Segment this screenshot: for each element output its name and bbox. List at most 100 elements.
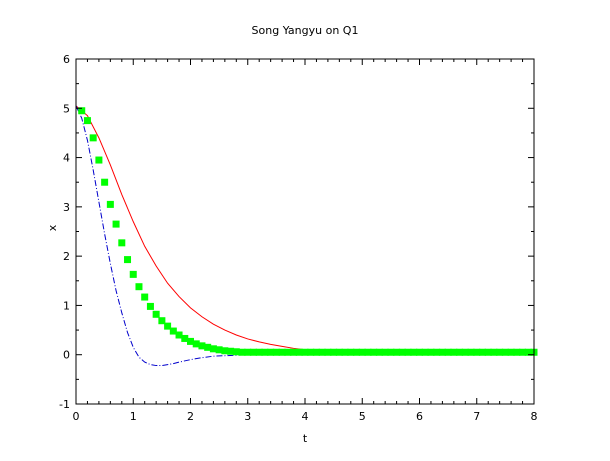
x-tick-label: 2 xyxy=(187,410,194,423)
plot-area xyxy=(75,105,538,367)
data-point xyxy=(261,348,269,356)
data-point xyxy=(255,348,263,356)
data-point xyxy=(496,348,504,356)
data-point xyxy=(204,343,212,351)
data-point xyxy=(513,348,521,356)
data-point xyxy=(312,348,320,356)
data-point xyxy=(438,348,446,356)
data-point xyxy=(278,348,286,356)
data-point xyxy=(78,107,86,115)
y-tick-label: 2 xyxy=(63,250,70,263)
data-point xyxy=(129,270,137,278)
data-point xyxy=(335,348,343,356)
data-point xyxy=(301,348,309,356)
data-point xyxy=(106,200,114,208)
data-point xyxy=(318,348,326,356)
data-point xyxy=(152,310,160,318)
data-point xyxy=(118,239,126,247)
series-line-1 xyxy=(75,105,534,356)
data-point xyxy=(519,348,527,356)
y-tick-label: 4 xyxy=(63,152,70,165)
data-point xyxy=(433,348,441,356)
data-point xyxy=(209,345,217,353)
y-tick-label: 3 xyxy=(63,201,70,214)
data-point xyxy=(478,348,486,356)
data-point xyxy=(221,347,229,355)
data-point xyxy=(444,348,452,356)
data-point xyxy=(272,348,280,356)
data-point xyxy=(95,156,103,164)
data-point xyxy=(473,348,481,356)
series-line-2 xyxy=(75,105,534,367)
data-point xyxy=(141,293,149,301)
data-point xyxy=(404,348,412,356)
data-point xyxy=(501,348,509,356)
data-point xyxy=(358,348,366,356)
data-point xyxy=(238,348,246,356)
data-point xyxy=(381,348,389,356)
data-point xyxy=(393,348,401,356)
chart-title: Song Yangyu on Q1 xyxy=(252,24,359,37)
y-tick-label: 1 xyxy=(63,299,70,312)
x-tick-label: 1 xyxy=(130,410,137,423)
data-point xyxy=(232,348,240,356)
data-point xyxy=(83,117,91,125)
data-point xyxy=(307,348,315,356)
y-tick-label: 6 xyxy=(63,53,70,66)
data-point xyxy=(267,348,275,356)
data-point xyxy=(398,348,406,356)
data-point xyxy=(169,327,177,335)
data-point xyxy=(330,348,338,356)
data-point xyxy=(290,348,298,356)
data-point xyxy=(375,348,383,356)
data-point xyxy=(112,220,120,228)
data-point xyxy=(450,348,458,356)
data-point xyxy=(158,317,166,325)
data-point xyxy=(364,348,372,356)
data-point xyxy=(244,348,252,356)
y-axis-label: x xyxy=(46,224,59,231)
x-tick-label: 8 xyxy=(531,410,538,423)
data-point xyxy=(187,337,194,345)
x-axis-label: t xyxy=(303,432,308,445)
data-point xyxy=(227,347,235,355)
data-point xyxy=(467,348,475,356)
y-tick-label: 5 xyxy=(63,102,70,115)
data-point xyxy=(410,348,418,356)
data-point xyxy=(175,331,183,339)
data-point xyxy=(421,348,429,356)
x-tick-label: 3 xyxy=(244,410,251,423)
data-point xyxy=(427,348,435,356)
y-tick-label: -1 xyxy=(59,398,70,411)
x-tick-label: 7 xyxy=(473,410,480,423)
data-point xyxy=(295,348,303,356)
data-point xyxy=(249,348,257,356)
x-tick-label: 4 xyxy=(302,410,309,423)
data-point xyxy=(524,348,532,356)
data-point xyxy=(164,322,172,330)
data-point xyxy=(341,348,349,356)
data-point xyxy=(124,256,132,264)
data-point xyxy=(484,348,492,356)
data-point xyxy=(284,348,292,356)
x-tick-label: 0 xyxy=(73,410,80,423)
y-tick-label: 0 xyxy=(63,349,70,362)
data-point xyxy=(347,348,355,356)
data-point xyxy=(192,340,200,348)
data-point xyxy=(353,348,361,356)
data-point xyxy=(507,348,515,356)
data-point xyxy=(198,342,206,350)
data-point xyxy=(215,346,223,354)
data-point xyxy=(181,334,189,342)
data-point xyxy=(146,302,154,310)
data-point xyxy=(324,348,332,356)
data-point xyxy=(89,134,97,142)
data-point xyxy=(456,348,464,356)
x-tick-label: 5 xyxy=(359,410,366,423)
x-tick-label: 6 xyxy=(416,410,423,423)
data-point xyxy=(416,348,423,356)
data-point xyxy=(101,178,109,186)
data-point xyxy=(387,348,395,356)
